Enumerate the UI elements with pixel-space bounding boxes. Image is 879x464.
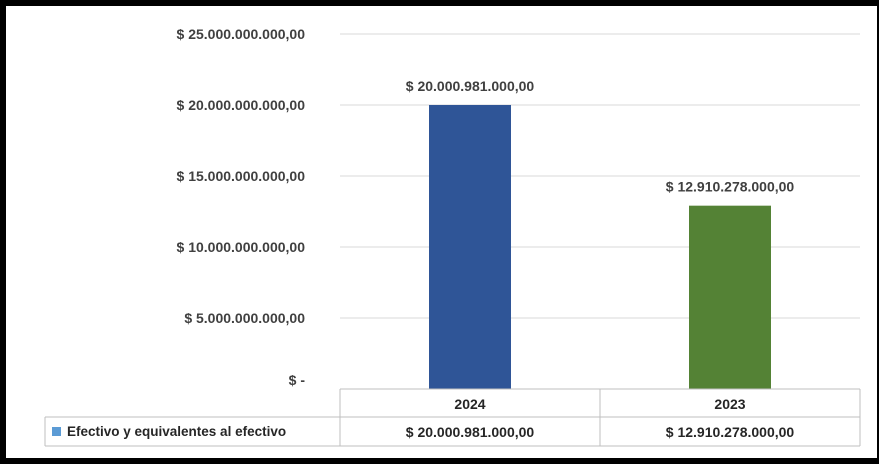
bar-2023 [689, 205, 771, 389]
table-value: $ 20.000.981.000,00 [406, 424, 535, 440]
y-tick-label: $ 5.000.000.000,00 [184, 310, 305, 326]
y-tick-label: $ 15.000.000.000,00 [177, 168, 306, 184]
y-tick-label: $ 25.000.000.000,00 [177, 26, 306, 42]
x-category-label: 2024 [454, 396, 485, 412]
y-tick-label: $ 20.000.000.000,00 [177, 97, 306, 113]
table-value: $ 12.910.278.000,00 [666, 424, 795, 440]
x-category-label: 2023 [714, 396, 745, 412]
y-tick-label: $ 10.000.000.000,00 [177, 239, 306, 255]
data-labels: $ 20.000.981.000,00 $ 12.910.278.000,00 [406, 78, 795, 195]
legend-marker [52, 427, 61, 436]
bars [429, 104, 771, 389]
bar-2024 [429, 104, 511, 389]
y-axis-tick-labels: $ - $ 5.000.000.000,00 $ 10.000.000.000,00… [177, 26, 306, 388]
data-table: 2024 2023 Efectivo y equivalentes al efect… [44, 388, 861, 447]
legend-label: Efectivo y equivalentes al efectivo [67, 424, 286, 439]
data-label: $ 12.910.278.000,00 [666, 179, 795, 195]
y-tick-label: $ - [289, 372, 306, 388]
gridlines [340, 33, 860, 319]
data-label: $ 20.000.981.000,00 [406, 78, 535, 94]
